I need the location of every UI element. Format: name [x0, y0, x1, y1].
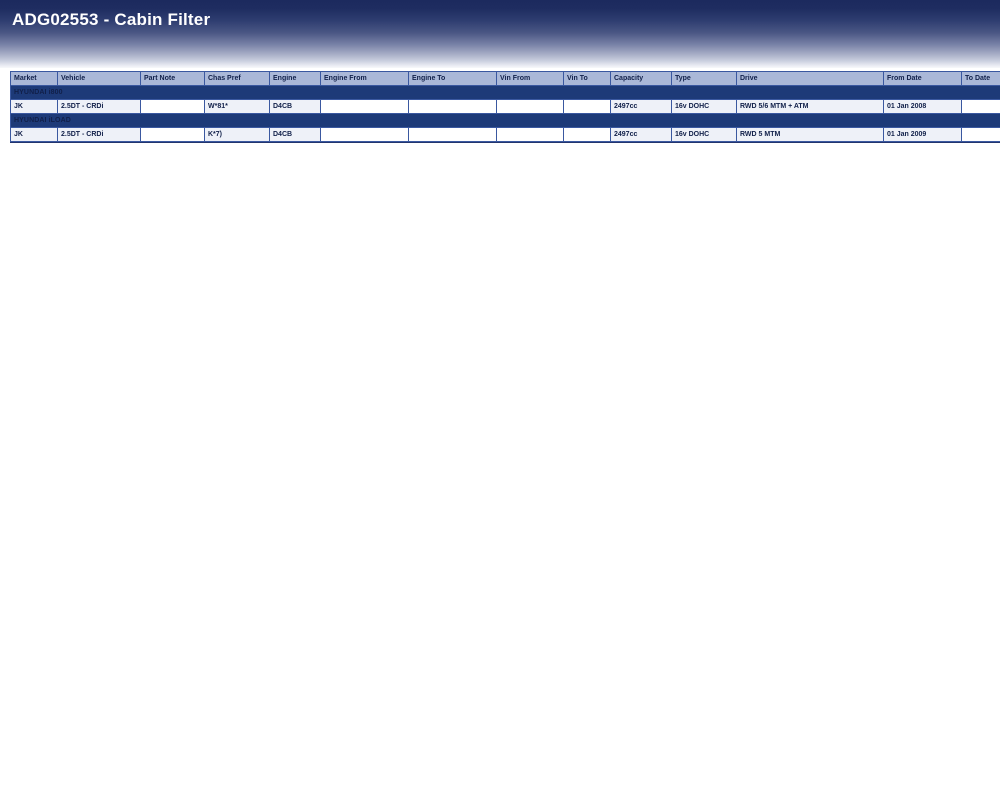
cell-drive: RWD 5/6 MTM + ATM: [736, 99, 884, 114]
vehicle-group-label: HYUNDAI i800: [10, 85, 1000, 100]
column-header-row: Market Vehicle Part Note Chas Pref Engine Eng…: [10, 71, 1000, 86]
page-banner: ADG02553 - Cabin Filter: [0, 0, 1000, 68]
cell-engine_from: [320, 99, 409, 114]
table-row[interactable]: JK 2.5DT - CRDi W*81* D4CB 2497cc 16v DOHC RWD…: [10, 99, 1000, 114]
vehicle-applications-table: Market Vehicle Part Note Chas Pref Engine Eng…: [10, 71, 1000, 142]
cell-from_date: 01 Jan 2008: [883, 99, 962, 114]
cell-chas_pref: W*81*: [204, 99, 270, 114]
page-title: ADG02553 - Cabin Filter: [12, 10, 211, 29]
column-header-capacity[interactable]: Capacity: [610, 71, 672, 86]
cell-vin_to: [563, 99, 611, 114]
table-body: HYUNDAI i800 JK 2.5DT - CRDi W*81* D4CB 2497c…: [10, 85, 1000, 142]
cell-vehicle: 2.5DT - CRDi: [57, 99, 141, 114]
cell-engine_to: [408, 99, 497, 114]
cell-vin_to: [563, 127, 611, 142]
cell-from_date: 01 Jan 2009: [883, 127, 962, 142]
applications-table-container: Market Vehicle Part Note Chas Pref Engine Eng…: [0, 68, 1000, 142]
cell-part_note: [140, 127, 205, 142]
cell-market: JK: [10, 127, 58, 142]
cell-to_date: [961, 127, 1000, 142]
column-header-type[interactable]: Type: [671, 71, 737, 86]
cell-engine_to: [408, 127, 497, 142]
cell-capacity: 2497cc: [610, 127, 672, 142]
column-header-drive[interactable]: Drive: [736, 71, 884, 86]
cell-chas_pref: K*7): [204, 127, 270, 142]
cell-market: JK: [10, 99, 58, 114]
column-header-vehicle[interactable]: Vehicle: [57, 71, 141, 86]
cell-vin_from: [496, 127, 564, 142]
cell-type: 16v DOHC: [671, 99, 737, 114]
table-row[interactable]: JK 2.5DT - CRDi K*7) D4CB 2497cc 16v DOHC RWD …: [10, 127, 1000, 142]
column-header-part_note[interactable]: Part Note: [140, 71, 205, 86]
table-head: Market Vehicle Part Note Chas Pref Engine Eng…: [10, 71, 1000, 86]
vehicle-group-label: HYUNDAI iLOAD: [10, 113, 1000, 128]
cell-type: 16v DOHC: [671, 127, 737, 142]
cell-capacity: 2497cc: [610, 99, 672, 114]
column-header-vin_from[interactable]: Vin From: [496, 71, 564, 86]
column-header-engine_from[interactable]: Engine From: [320, 71, 409, 86]
column-header-engine_to[interactable]: Engine To: [408, 71, 497, 86]
column-header-engine[interactable]: Engine: [269, 71, 321, 86]
column-header-vin_to[interactable]: Vin To: [563, 71, 611, 86]
cell-vin_from: [496, 99, 564, 114]
cell-part_note: [140, 99, 205, 114]
column-header-to_date[interactable]: To Date: [961, 71, 1000, 86]
column-header-from_date[interactable]: From Date: [883, 71, 962, 86]
column-header-market[interactable]: Market: [10, 71, 58, 86]
vehicle-group-row: HYUNDAI i800: [10, 85, 1000, 100]
cell-engine_from: [320, 127, 409, 142]
cell-engine: D4CB: [269, 99, 321, 114]
cell-to_date: [961, 99, 1000, 114]
cell-drive: RWD 5 MTM: [736, 127, 884, 142]
vehicle-group-row: HYUNDAI iLOAD: [10, 113, 1000, 128]
cell-engine: D4CB: [269, 127, 321, 142]
column-header-chas_pref[interactable]: Chas Pref: [204, 71, 270, 86]
cell-vehicle: 2.5DT - CRDi: [57, 127, 141, 142]
